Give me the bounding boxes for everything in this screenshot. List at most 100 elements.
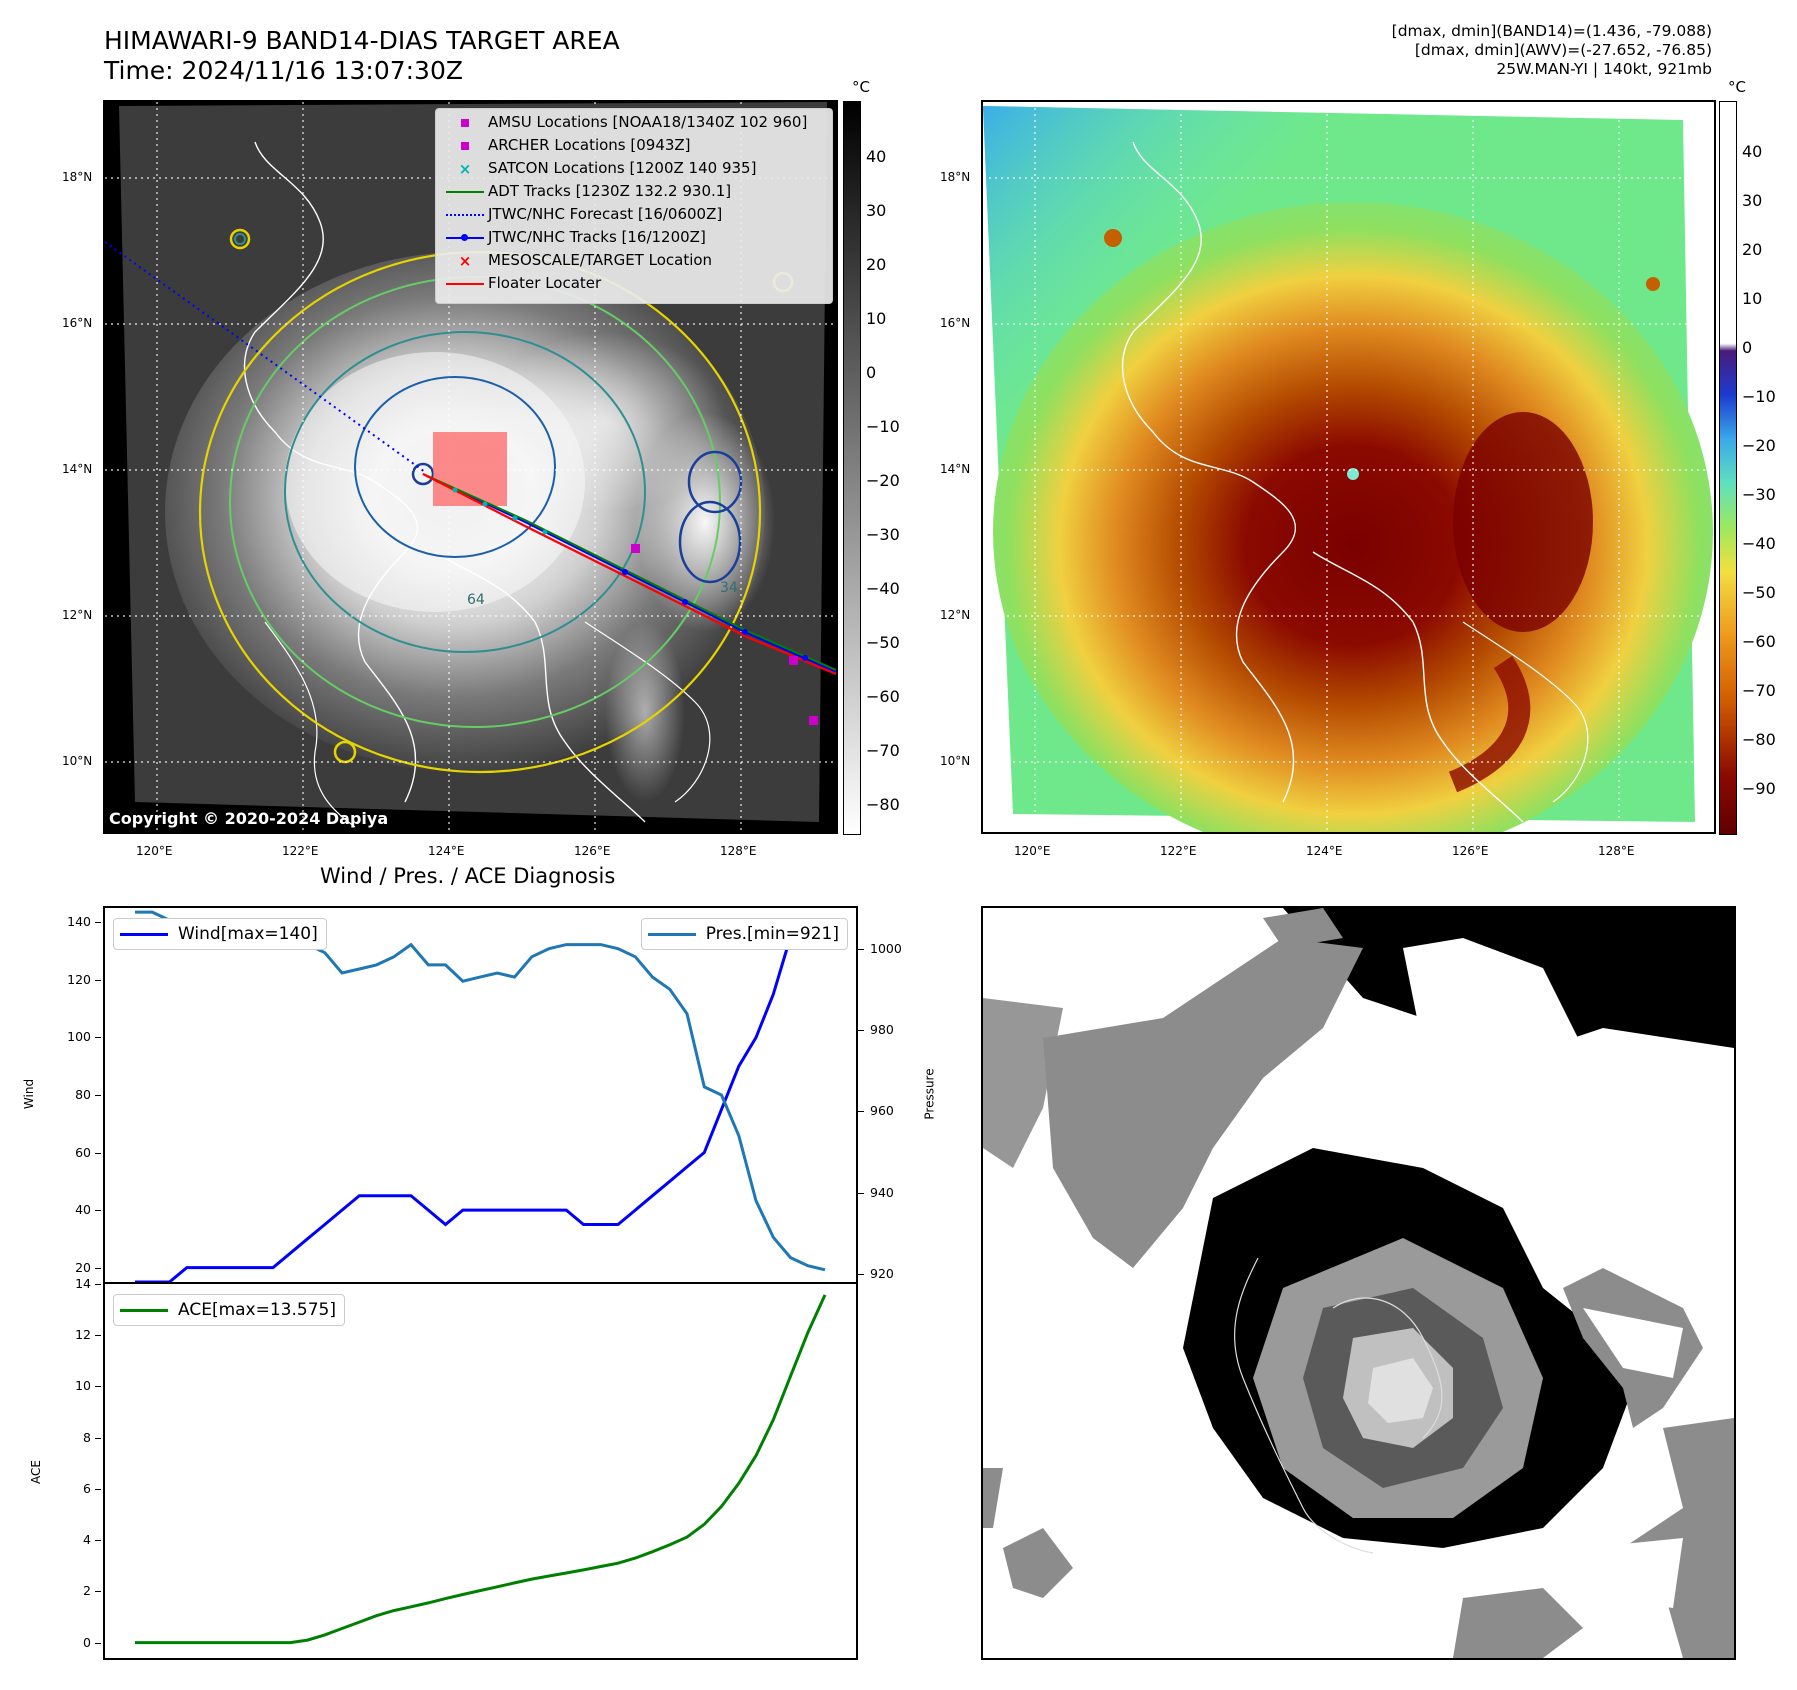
y-tick-mark (95, 1437, 101, 1439)
colorbar-tick: −10 (866, 417, 900, 436)
y-tick-label: 80 (75, 1087, 91, 1102)
colorbar-tick: −80 (866, 795, 900, 814)
wmg-image (983, 908, 1734, 1658)
colorbar-tick: 40 (1742, 142, 1763, 161)
map-legend: AMSU Locations [NOAA18/1340Z 102 960] AR… (435, 108, 833, 304)
lat-label: 10°N (940, 754, 971, 768)
y-tick-mark (95, 1210, 101, 1212)
page-title: HIMAWARI-9 BAND14-DIAS TARGET AREA (104, 26, 620, 55)
legend-item-amsu: AMSU Locations [NOAA18/1340Z 102 960] (442, 111, 807, 133)
lat-label: 12°N (940, 608, 971, 622)
y-tick-label: 60 (75, 1144, 91, 1160)
colorbar-tick: 30 (866, 201, 887, 220)
copyright: Copyright © 2020-2024 Dapiya (109, 809, 389, 828)
y-tick-label: 140 (67, 914, 91, 930)
info-line-2: [dmax, dmin](AWV)=(-27.652, -76.85) (1414, 41, 1712, 59)
y-tick-mark (858, 1273, 864, 1275)
y-tick-mark (95, 1540, 101, 1542)
y-tick-label: 920 (870, 1265, 894, 1281)
y-tick-label: 940 (870, 1184, 894, 1200)
colorbar-tick: 0 (866, 363, 877, 382)
colorbar-unit: °C (852, 78, 870, 96)
wind-axis-label: Wind (22, 1078, 37, 1110)
lon-label: 128°E (720, 844, 757, 858)
colorbar-tick: 20 (1742, 240, 1763, 259)
y-tick-label: 4 (83, 1532, 91, 1548)
colorbar-tick: 0 (1742, 338, 1753, 357)
y-tick-mark (858, 1029, 864, 1031)
lon-label: 124°E (1306, 844, 1343, 858)
y-tick-label: 12 (75, 1327, 91, 1343)
colorbar-tick: 20 (866, 255, 887, 274)
ace-chart-panel: ACE[max=13.575] (103, 1282, 858, 1660)
y-tick-label: 0 (83, 1634, 91, 1650)
awv-map (983, 102, 1714, 832)
band14-colorbar (843, 101, 861, 835)
colorbar-tick: 10 (866, 309, 887, 328)
lon-label: 120°E (136, 844, 173, 858)
colorbar-tick: −80 (1742, 730, 1776, 749)
diagnosis-title: Wind / Pres. / ACE Diagnosis (320, 864, 616, 888)
pressure-axis-label: Pressure (922, 1068, 937, 1120)
colorbar-tick: −20 (866, 471, 900, 490)
ace-chart (135, 1294, 827, 1645)
y-tick-mark (95, 922, 101, 924)
y-tick-mark (858, 1111, 864, 1113)
legend-ace: ACE[max=13.575] (113, 1294, 345, 1326)
wind-pressure-chart (135, 910, 826, 1282)
y-tick-label: 980 (870, 1021, 894, 1037)
lat-label: 16°N (940, 316, 971, 330)
target-area-box (433, 432, 507, 506)
info-line-3: 25W.MAN-YI | 140kt, 921mb (1496, 60, 1712, 78)
colorbar-unit: °C (1728, 78, 1746, 96)
y-tick-label: 2 (83, 1583, 91, 1599)
y-tick-label: 20 (75, 1259, 91, 1275)
y-tick-label: 100 (67, 1029, 91, 1045)
y-tick-label: 14 (75, 1276, 91, 1291)
y-tick-label: 40 (75, 1202, 91, 1218)
legend-item-satcon: × SATCON Locations [1200Z 140 935] (458, 159, 757, 178)
lat-label: 18°N (62, 170, 93, 184)
wmg-panel: WMG Count: 0 (981, 906, 1736, 1660)
lon-label: 128°E (1598, 844, 1635, 858)
wind-series-line (135, 920, 825, 1282)
y-tick-label: 10 (75, 1378, 91, 1394)
colorbar-tick: −60 (1742, 632, 1776, 651)
wind-pressure-chart-panel: Wind[max=140] Pres.[min=921] (103, 906, 858, 1284)
legend-wind: Wind[max=140] (113, 918, 327, 950)
colorbar-tick: 10 (1742, 289, 1763, 308)
y-tick-label: 1000 (870, 940, 902, 956)
colorbar-tick: −60 (866, 687, 900, 706)
colorbar-tick: −70 (866, 741, 900, 760)
colorbar-tick: −40 (1742, 534, 1776, 553)
y-tick-mark (95, 1591, 101, 1593)
colorbar-tick: −70 (1742, 681, 1776, 700)
lat-label: 16°N (62, 316, 93, 330)
lat-label: 14°N (62, 462, 93, 476)
jtwc-track-points (622, 569, 808, 661)
amsu-archer-markers (631, 544, 818, 725)
lon-label: 126°E (1452, 844, 1489, 858)
colorbar-tick: 30 (1742, 191, 1763, 210)
lat-label: 12°N (62, 608, 93, 622)
contour-label-34: 34 (720, 580, 738, 596)
lon-label: 120°E (1014, 844, 1051, 858)
legend-item-jtwc-forecast: JTWC/NHC Forecast [16/0600Z] (442, 203, 722, 225)
ace-axis-label: ACE (28, 1460, 43, 1484)
ace-series-line (135, 1294, 827, 1645)
y-tick-mark (95, 1152, 101, 1154)
y-tick-label: 120 (67, 971, 91, 987)
y-tick-mark (95, 1267, 101, 1269)
legend-item-adt: ADT Tracks [1230Z 132.2 930.1] (442, 180, 731, 202)
info-line-1: [dmax, dmin](BAND14)=(1.436, -79.088) (1391, 22, 1712, 40)
lat-label: 10°N (62, 754, 93, 768)
colorbar-tick: −40 (866, 579, 900, 598)
info-text: [dmax, dmin](BAND14)=(1.436, -79.088) [d… (1392, 22, 1712, 79)
y-tick-label: 6 (83, 1480, 91, 1496)
lat-label: 18°N (940, 170, 971, 184)
legend-item-floater: Floater Locater (442, 272, 601, 294)
y-tick-mark (95, 1284, 101, 1285)
awv-map-panel (981, 100, 1716, 834)
legend-item-archer: ARCHER Locations [0943Z] (442, 134, 691, 156)
colorbar-tick: −30 (866, 525, 900, 544)
